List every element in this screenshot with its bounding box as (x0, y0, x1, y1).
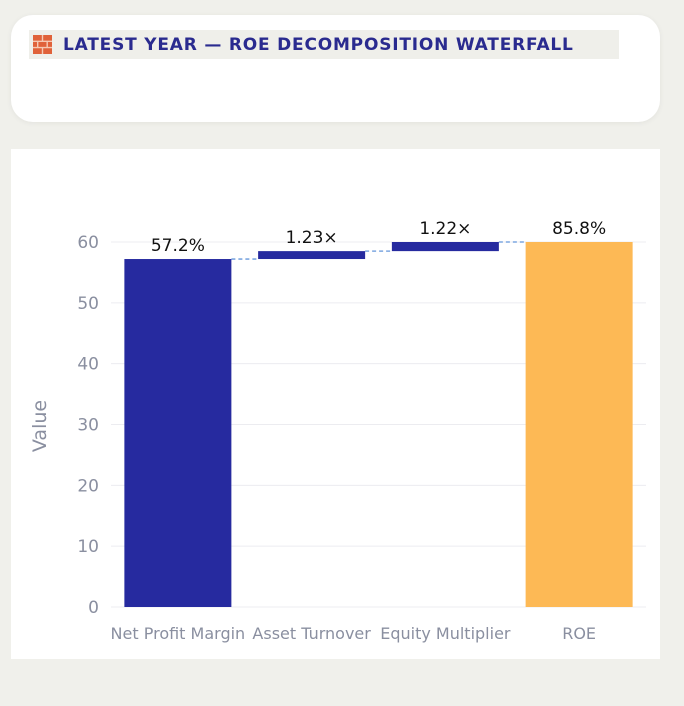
y-axis-label: Value (29, 400, 51, 452)
brick-icon (33, 35, 52, 54)
bar (124, 259, 232, 607)
chart-card: 0 10 20 30 40 50 60 57.2% 1.23× 1.22× 85.8% Net P… (11, 149, 660, 659)
title-bar: LATEST YEAR — ROE DECOMPOSITION WATERFAL… (29, 30, 619, 59)
data-label: 1.23× (286, 228, 338, 248)
data-label: 57.2% (151, 236, 205, 256)
x-axis-labels: Net Profit Margin Asset Turnover Equity Mu… (111, 624, 596, 643)
y-tick-label: 60 (77, 233, 99, 253)
y-tick-label: 0 (88, 598, 99, 618)
y-tick-label: 30 (77, 416, 99, 436)
y-axis-ticks: 0 10 20 30 40 50 60 (77, 233, 99, 618)
data-label: 1.22× (419, 219, 471, 239)
data-label: 85.8% (552, 219, 606, 239)
y-tick-label: 20 (77, 476, 99, 496)
x-tick-label: ROE (562, 624, 596, 643)
waterfall-chart: 0 10 20 30 40 50 60 57.2% 1.23× 1.22× 85.8% Net P… (29, 219, 646, 643)
data-label-layer: 57.2% 1.23× 1.22× 85.8% (151, 219, 606, 256)
y-tick-label: 40 (77, 355, 99, 375)
x-tick-label: Equity Multiplier (380, 624, 511, 643)
y-tick-label: 50 (77, 294, 99, 314)
x-tick-label: Asset Turnover (252, 624, 371, 643)
bar-layer (124, 242, 633, 607)
bar (525, 242, 633, 607)
bar (258, 251, 366, 260)
page-title: LATEST YEAR — ROE DECOMPOSITION WATERFAL… (63, 34, 574, 55)
bar (391, 242, 499, 252)
y-tick-label: 10 (77, 537, 99, 557)
x-tick-label: Net Profit Margin (111, 624, 246, 643)
connector-layer (231, 241, 526, 260)
